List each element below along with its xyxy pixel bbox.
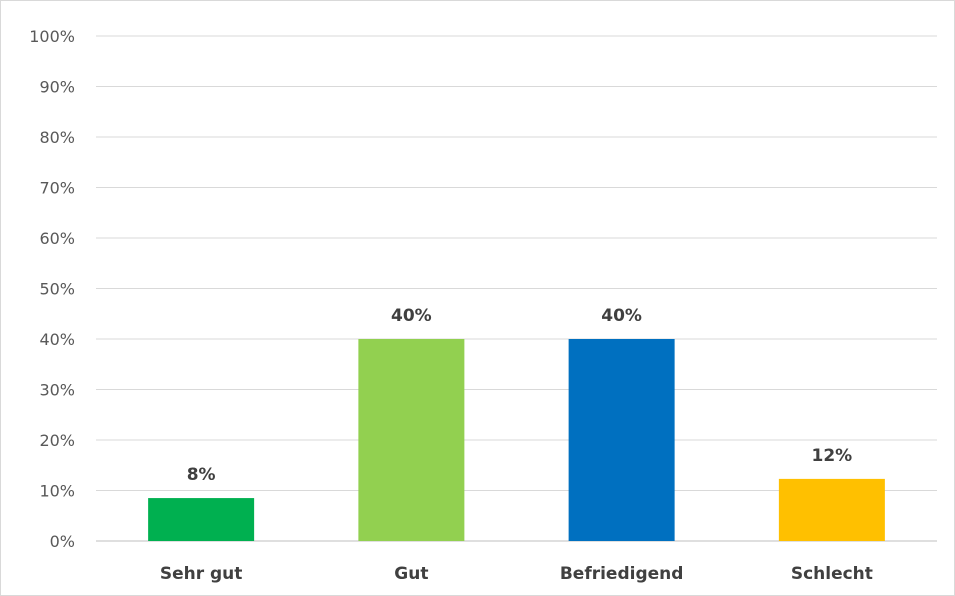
y-tick-label: 60% [39,229,75,248]
bar-befriedigend [568,339,675,541]
data-label: 40% [601,306,642,326]
data-labels: 8% 40% 40% 12% [187,306,853,485]
y-tick-label: 0% [50,532,75,551]
y-tick-label: 90% [39,78,75,97]
category-label: Befriedigend [560,564,684,584]
y-tick-label: 70% [39,179,75,198]
x-axis-category-labels: Sehr gut Gut Befriedigend Schlecht [160,564,873,584]
data-label: 12% [812,446,853,466]
category-label: Sehr gut [160,564,243,584]
y-tick-label: 50% [39,280,75,299]
y-tick-label: 40% [39,330,75,349]
gridlines [96,35,937,542]
y-tick-label: 100% [29,27,75,46]
y-tick-label: 10% [39,482,75,501]
bars [148,339,885,541]
data-label: 8% [187,465,216,485]
data-label: 40% [391,306,432,326]
y-tick-label: 30% [39,381,75,400]
bar-schlecht [778,478,885,541]
bar-gut [358,339,465,541]
bar-sehr-gut [148,498,255,541]
y-tick-label: 80% [39,128,75,147]
y-axis-tick-labels: 0% 10% 20% 30% 40% 50% 60% 70% 80% 90% 100% [29,27,75,551]
y-tick-label: 20% [39,431,75,450]
category-label: Gut [394,564,428,584]
category-label: Schlecht [791,564,873,584]
